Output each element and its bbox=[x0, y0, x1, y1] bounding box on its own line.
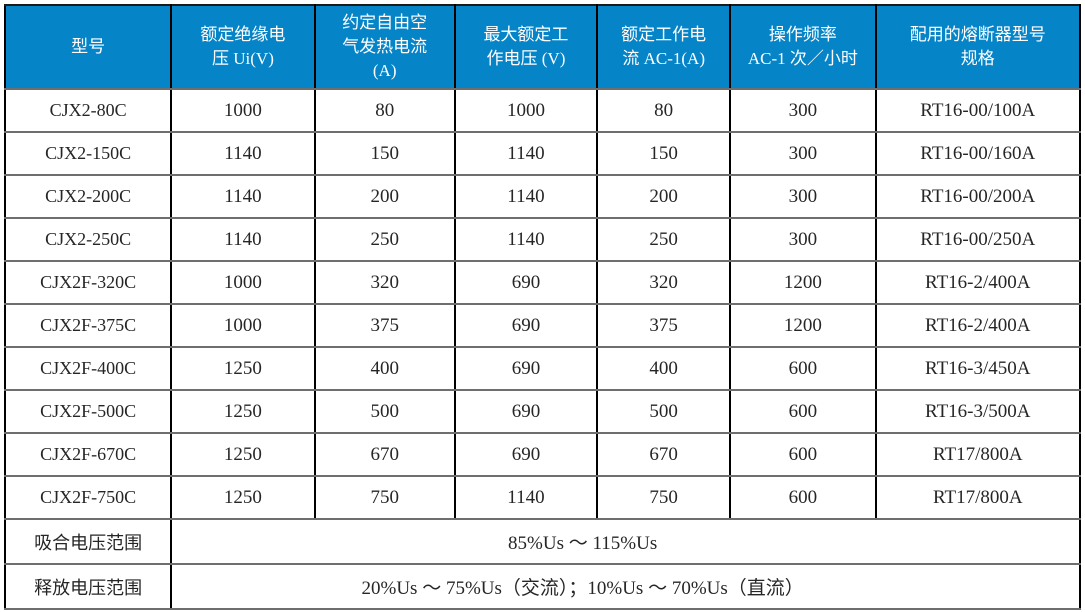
value-cell: 1140 bbox=[453, 475, 599, 520]
value-cell: 600 bbox=[729, 346, 877, 391]
footer-label-cell: 释放电压范围 bbox=[3, 563, 173, 610]
model-cell: CJX2-250C bbox=[3, 217, 173, 262]
column-header-5: 操作频率 AC-1 次／小时 bbox=[729, 4, 877, 90]
value-cell: 300 bbox=[729, 217, 877, 262]
value-cell: 300 bbox=[729, 174, 877, 219]
table-row: CJX2-200C 1140 200 1140 200 300 RT16-00/200A bbox=[3, 174, 1082, 219]
column-header-4: 额定工作电 流 AC-1(A) bbox=[596, 4, 732, 90]
table-row: CJX2F-320C 1000 320 690 320 1200 RT16-2/400A bbox=[3, 260, 1082, 305]
value-cell: 300 bbox=[729, 131, 877, 176]
column-header-3: 最大额定工 作电压 (V) bbox=[453, 4, 599, 90]
value-cell: 80 bbox=[596, 88, 732, 133]
footer-row: 吸合电压范围 85%Us ～ 115%Us bbox=[3, 518, 1081, 565]
value-cell: 690 bbox=[453, 389, 599, 434]
value-cell: 250 bbox=[596, 217, 732, 262]
value-cell: 200 bbox=[596, 174, 732, 219]
table-row: CJX2F-500C 1250 500 690 500 600 RT16-3/500A bbox=[3, 389, 1082, 434]
value-cell: 500 bbox=[313, 389, 456, 434]
value-cell: 500 bbox=[596, 389, 732, 434]
value-cell: 1140 bbox=[453, 174, 599, 219]
value-cell: RT16-3/500A bbox=[874, 389, 1082, 434]
footer-value-cell: 85%Us ～ 115%Us bbox=[170, 518, 1081, 565]
value-cell: 400 bbox=[313, 346, 456, 391]
value-cell: 750 bbox=[596, 475, 732, 520]
value-cell: 300 bbox=[729, 88, 877, 133]
value-cell: 80 bbox=[313, 88, 456, 133]
contactor-spec-table: 型号 额定绝缘电 压 Ui(V) 约定自由空 气发热电流 (A) 最大额定工 作电压 … bbox=[3, 4, 1082, 610]
value-cell: 1250 bbox=[170, 432, 316, 477]
value-cell: 670 bbox=[313, 432, 456, 477]
value-cell: 600 bbox=[729, 389, 877, 434]
model-cell: CJX2F-375C bbox=[3, 303, 173, 348]
value-cell: 1000 bbox=[453, 88, 599, 133]
value-cell: RT16-2/400A bbox=[874, 260, 1082, 305]
value-cell: 1140 bbox=[170, 174, 316, 219]
value-cell: 150 bbox=[596, 131, 732, 176]
column-header-2: 约定自由空 气发热电流 (A) bbox=[313, 4, 456, 90]
value-cell: 1250 bbox=[170, 475, 316, 520]
value-cell: 690 bbox=[453, 303, 599, 348]
value-cell: RT16-3/450A bbox=[874, 346, 1082, 391]
value-cell: 375 bbox=[313, 303, 456, 348]
value-cell: 690 bbox=[453, 260, 599, 305]
value-cell: 750 bbox=[313, 475, 456, 520]
table-row: CJX2-150C 1140 150 1140 150 300 RT16-00/160A bbox=[3, 131, 1082, 176]
table-row: CJX2-80C 1000 80 1000 80 300 RT16-00/100A bbox=[3, 88, 1082, 133]
value-cell: 600 bbox=[729, 432, 877, 477]
value-cell: 250 bbox=[313, 217, 456, 262]
value-cell: 1250 bbox=[170, 346, 316, 391]
value-cell: 400 bbox=[596, 346, 732, 391]
footer-value-cell: 20%Us ～ 75%Us（交流）；10%Us ～ 70%Us（直流） bbox=[170, 563, 1081, 610]
value-cell: RT16-00/160A bbox=[874, 131, 1082, 176]
value-cell: 1140 bbox=[453, 217, 599, 262]
footer-label-cell: 吸合电压范围 bbox=[3, 518, 173, 565]
value-cell: 1200 bbox=[729, 303, 877, 348]
table-row: CJX2F-375C 1000 375 690 375 1200 RT16-2/400A bbox=[3, 303, 1082, 348]
table-row: CJX2F-750C 1250 750 1140 750 600 RT17/800A bbox=[3, 475, 1082, 520]
model-cell: CJX2-80C bbox=[3, 88, 173, 133]
column-header-0: 型号 bbox=[3, 4, 173, 90]
value-cell: 670 bbox=[596, 432, 732, 477]
table-footer: 吸合电压范围 85%Us ～ 115%Us 释放电压范围 20%Us ～ 75%Us（… bbox=[3, 518, 1081, 610]
header-row: 型号 额定绝缘电 压 Ui(V) 约定自由空 气发热电流 (A) 最大额定工 作电压 … bbox=[3, 4, 1082, 90]
model-cell: CJX2F-750C bbox=[3, 475, 173, 520]
table-row: CJX2-250C 1140 250 1140 250 300 RT16-00/250A bbox=[3, 217, 1082, 262]
value-cell: RT16-00/250A bbox=[874, 217, 1082, 262]
value-cell: 1000 bbox=[170, 260, 316, 305]
table-row: CJX2F-400C 1250 400 690 400 600 RT16-3/450A bbox=[3, 346, 1082, 391]
model-cell: CJX2-150C bbox=[3, 131, 173, 176]
value-cell: 320 bbox=[313, 260, 456, 305]
column-header-1: 额定绝缘电 压 Ui(V) bbox=[170, 4, 316, 90]
model-cell: CJX2F-500C bbox=[3, 389, 173, 434]
value-cell: 375 bbox=[596, 303, 732, 348]
table-body: CJX2-80C 1000 80 1000 80 300 RT16-00/100A CJX2-… bbox=[3, 88, 1082, 520]
value-cell: 1000 bbox=[170, 88, 316, 133]
value-cell: RT16-00/200A bbox=[874, 174, 1082, 219]
value-cell: 1000 bbox=[170, 303, 316, 348]
value-cell: 600 bbox=[729, 475, 877, 520]
model-cell: CJX2F-320C bbox=[3, 260, 173, 305]
value-cell: RT17/800A bbox=[874, 432, 1082, 477]
footer-row: 释放电压范围 20%Us ～ 75%Us（交流）；10%Us ～ 70%Us（直流… bbox=[3, 563, 1081, 610]
value-cell: 200 bbox=[313, 174, 456, 219]
table-row: CJX2F-670C 1250 670 690 670 600 RT17/800A bbox=[3, 432, 1082, 477]
table-header: 型号 额定绝缘电 压 Ui(V) 约定自由空 气发热电流 (A) 最大额定工 作电压 … bbox=[3, 4, 1082, 90]
model-cell: CJX2-200C bbox=[3, 174, 173, 219]
value-cell: 690 bbox=[453, 432, 599, 477]
value-cell: 1200 bbox=[729, 260, 877, 305]
value-cell: 320 bbox=[596, 260, 732, 305]
model-cell: CJX2F-400C bbox=[3, 346, 173, 391]
value-cell: RT17/800A bbox=[874, 475, 1082, 520]
model-cell: CJX2F-670C bbox=[3, 432, 173, 477]
column-header-6: 配用的熔断器型号 规格 bbox=[874, 4, 1082, 90]
value-cell: 1140 bbox=[170, 217, 316, 262]
value-cell: 1140 bbox=[453, 131, 599, 176]
value-cell: 1140 bbox=[170, 131, 316, 176]
value-cell: 690 bbox=[453, 346, 599, 391]
value-cell: RT16-00/100A bbox=[874, 88, 1082, 133]
value-cell: 1250 bbox=[170, 389, 316, 434]
value-cell: 150 bbox=[313, 131, 456, 176]
value-cell: RT16-2/400A bbox=[874, 303, 1082, 348]
